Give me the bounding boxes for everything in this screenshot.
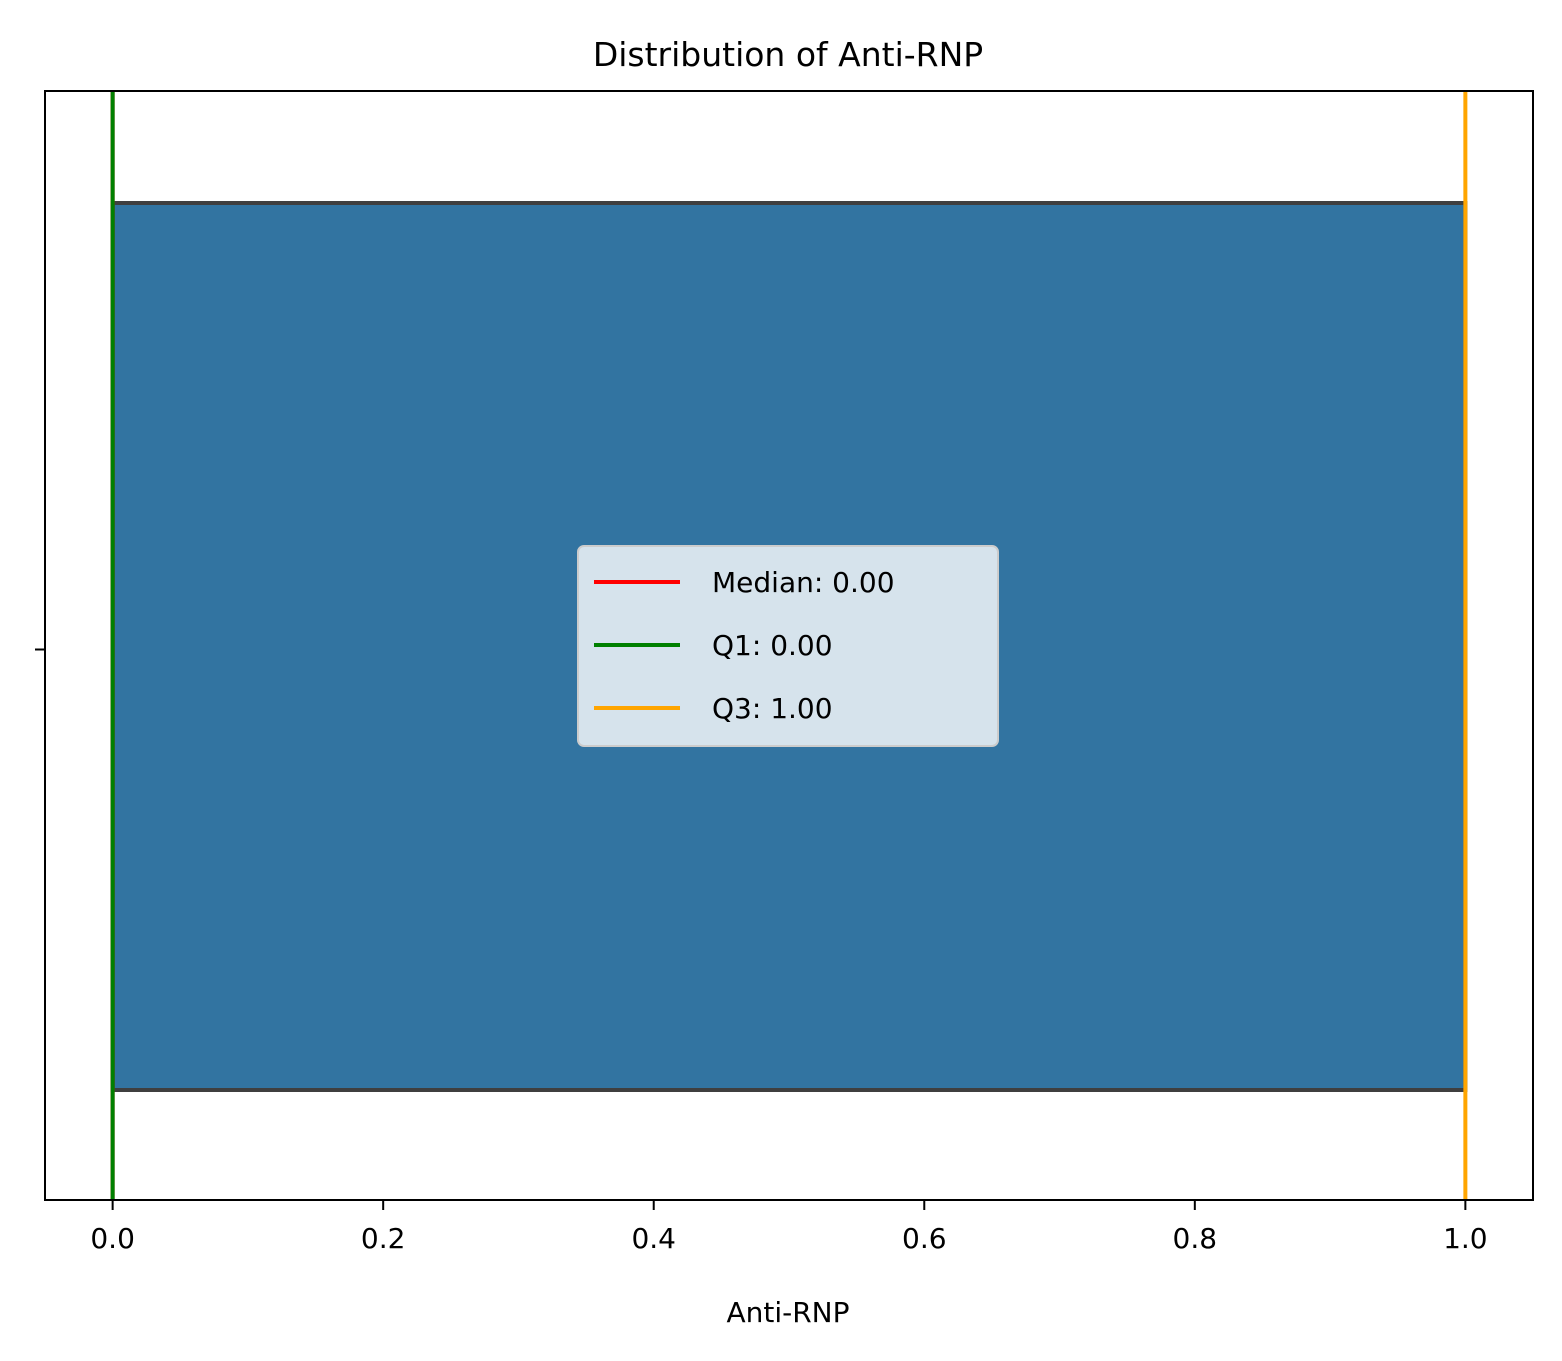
axes-frame	[44, 90, 1534, 1201]
legend-box	[577, 545, 999, 747]
x-tick-label: 0.6	[902, 1222, 947, 1255]
legend: Median: 0.00 Q1: 0.00 Q3: 1.00	[577, 545, 999, 747]
chart-title: Distribution of Anti-RNP	[593, 35, 983, 74]
x-axis-ticks: 0.0 0.2 0.4 0.6 0.8 1.0	[35, 648, 1488, 1255]
x-tick-label: 0.8	[1173, 1222, 1218, 1255]
legend-entry: Q3: 1.00	[712, 692, 833, 725]
legend-entry: Q1: 0.00	[712, 629, 833, 662]
legend-entry: Median: 0.00	[712, 566, 895, 599]
x-tick-label: 0.2	[361, 1222, 406, 1255]
x-tick-label: 0.4	[631, 1222, 676, 1255]
x-axis-label: Anti-RNP	[726, 1296, 849, 1329]
x-tick-label: 1.0	[1443, 1222, 1488, 1255]
x-tick-label: 0.0	[90, 1222, 135, 1255]
